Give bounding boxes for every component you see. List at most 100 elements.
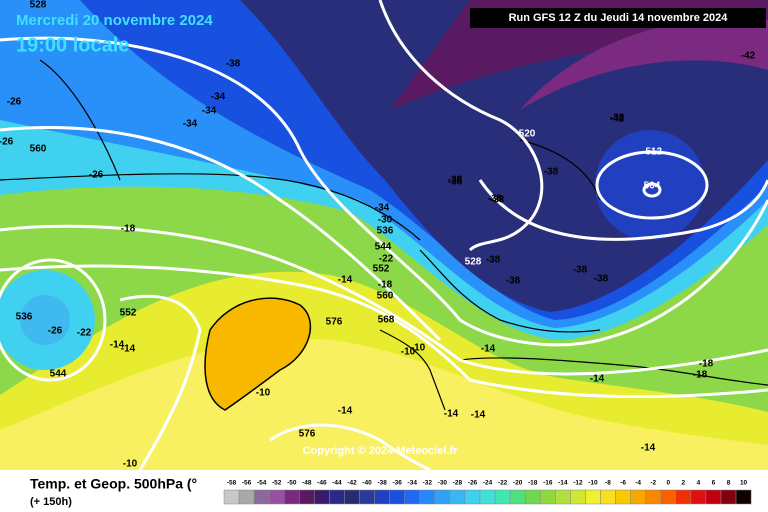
contour-label: -10 [411,343,426,354]
legend-cell [268,489,285,505]
contour-label: -14 [444,409,459,420]
legend-label: -6 [620,480,626,487]
contour-label: 520 [519,129,536,140]
legend-cell [720,489,737,505]
legend-cell [238,489,255,505]
legend-cell [283,489,300,505]
legend-cell [509,489,526,505]
legend-label: 6 [712,480,716,487]
contour-label: -22 [379,254,394,265]
contour-label: 568 [378,315,395,326]
contour-label: 552 [373,264,390,275]
contour-label: -38 [448,175,463,186]
contour-label: -38 [486,255,501,266]
contour-label: -38 [226,59,241,70]
contour-label: 536 [377,226,394,237]
legend-cell [524,489,541,505]
copyright: Copyright © 2024 Meteociel.fr [303,445,459,457]
contour-label: -42 [610,114,625,125]
legend-cell [494,489,511,505]
legend-label: -44 [332,480,342,487]
legend-label: -24 [483,480,493,487]
legend-cell [735,489,752,505]
contour [642,182,662,198]
warm-core [204,297,311,411]
legend-label: -12 [573,480,583,487]
legend: -58 -56 -54 -52 -50 -48 -46 -44 -42 -40 -38 -36 -34-… [223,480,752,505]
legend-label: -30 [438,480,448,487]
contour-label: -38 [448,177,463,188]
contour-label: 536 [16,312,33,323]
contour-label: -38 [594,274,609,285]
contour-label: -512 [642,147,662,158]
date: Mercredi 20 novembre 2024 [16,12,213,29]
legend-label: -58 [227,480,237,487]
legend-cell [555,489,571,505]
contour-label: -26 [0,137,14,148]
legend-cell [585,489,601,505]
contour-label: 560 [30,144,47,155]
contour-label: 560 [377,291,394,302]
contour [0,224,768,376]
contour-label: -38 [490,195,505,206]
contour [0,36,768,347]
legend-label: -26 [468,480,478,487]
legend-cell [630,489,646,505]
legend-cell [645,489,661,505]
contour-label: -10 [123,459,138,470]
legend-cell [615,489,631,505]
legend-cell [690,489,707,505]
legend-cell [359,489,375,505]
legend-cell [675,489,692,505]
legend-cell [540,489,556,505]
low-west-core [20,295,70,345]
legend-label: -40 [362,480,372,487]
contour [0,126,442,342]
contour-label: -10 [401,347,416,358]
contour-label: 528 [465,257,482,268]
legend-cell [570,489,586,505]
field-purple-dark [520,18,768,110]
legend-label: -52 [272,480,282,487]
legend-cell [223,489,240,505]
legend-cell [404,489,421,505]
legend-label: -22 [498,480,508,487]
legend-cell [600,489,616,505]
contour-label: -18 [378,280,393,291]
legend-cell [449,489,466,505]
contour-label: -14 [121,344,136,355]
legend-label: -38 [377,480,387,487]
legend-label: -50 [287,480,297,487]
contour-label: -34 [202,106,217,117]
legend-label: -18 [528,480,538,487]
contour [595,150,709,220]
time: 19:00 locale [16,34,129,56]
contour-label: -22 [77,328,92,339]
legend-cell [660,489,677,505]
legend-label: -42 [347,480,357,487]
contour-label: -18 [699,359,714,370]
coastline [0,59,768,411]
contour-label: -18 [693,370,708,381]
legend-label: -36 [392,480,402,487]
contour-label: -26 [48,326,63,337]
contour-label: -26 [89,170,104,181]
contour-label: -14 [471,410,486,421]
legend-label: -14 [558,480,568,487]
contour-label: 552 [120,308,137,319]
legend-label: 0 [666,480,670,487]
contour-label: -38 [488,194,503,205]
contour-label: -34 [211,92,226,103]
contour-label: 528 [30,0,47,11]
legend-label: 10 [740,480,748,487]
footer-lead: (+ 150h) [30,496,72,508]
contour [478,179,768,241]
legend-cell [479,489,496,505]
legend-label: 2 [682,480,686,487]
contour-label: -34 [183,119,198,130]
contour-label: -34 [375,203,390,214]
run-box [470,8,766,28]
